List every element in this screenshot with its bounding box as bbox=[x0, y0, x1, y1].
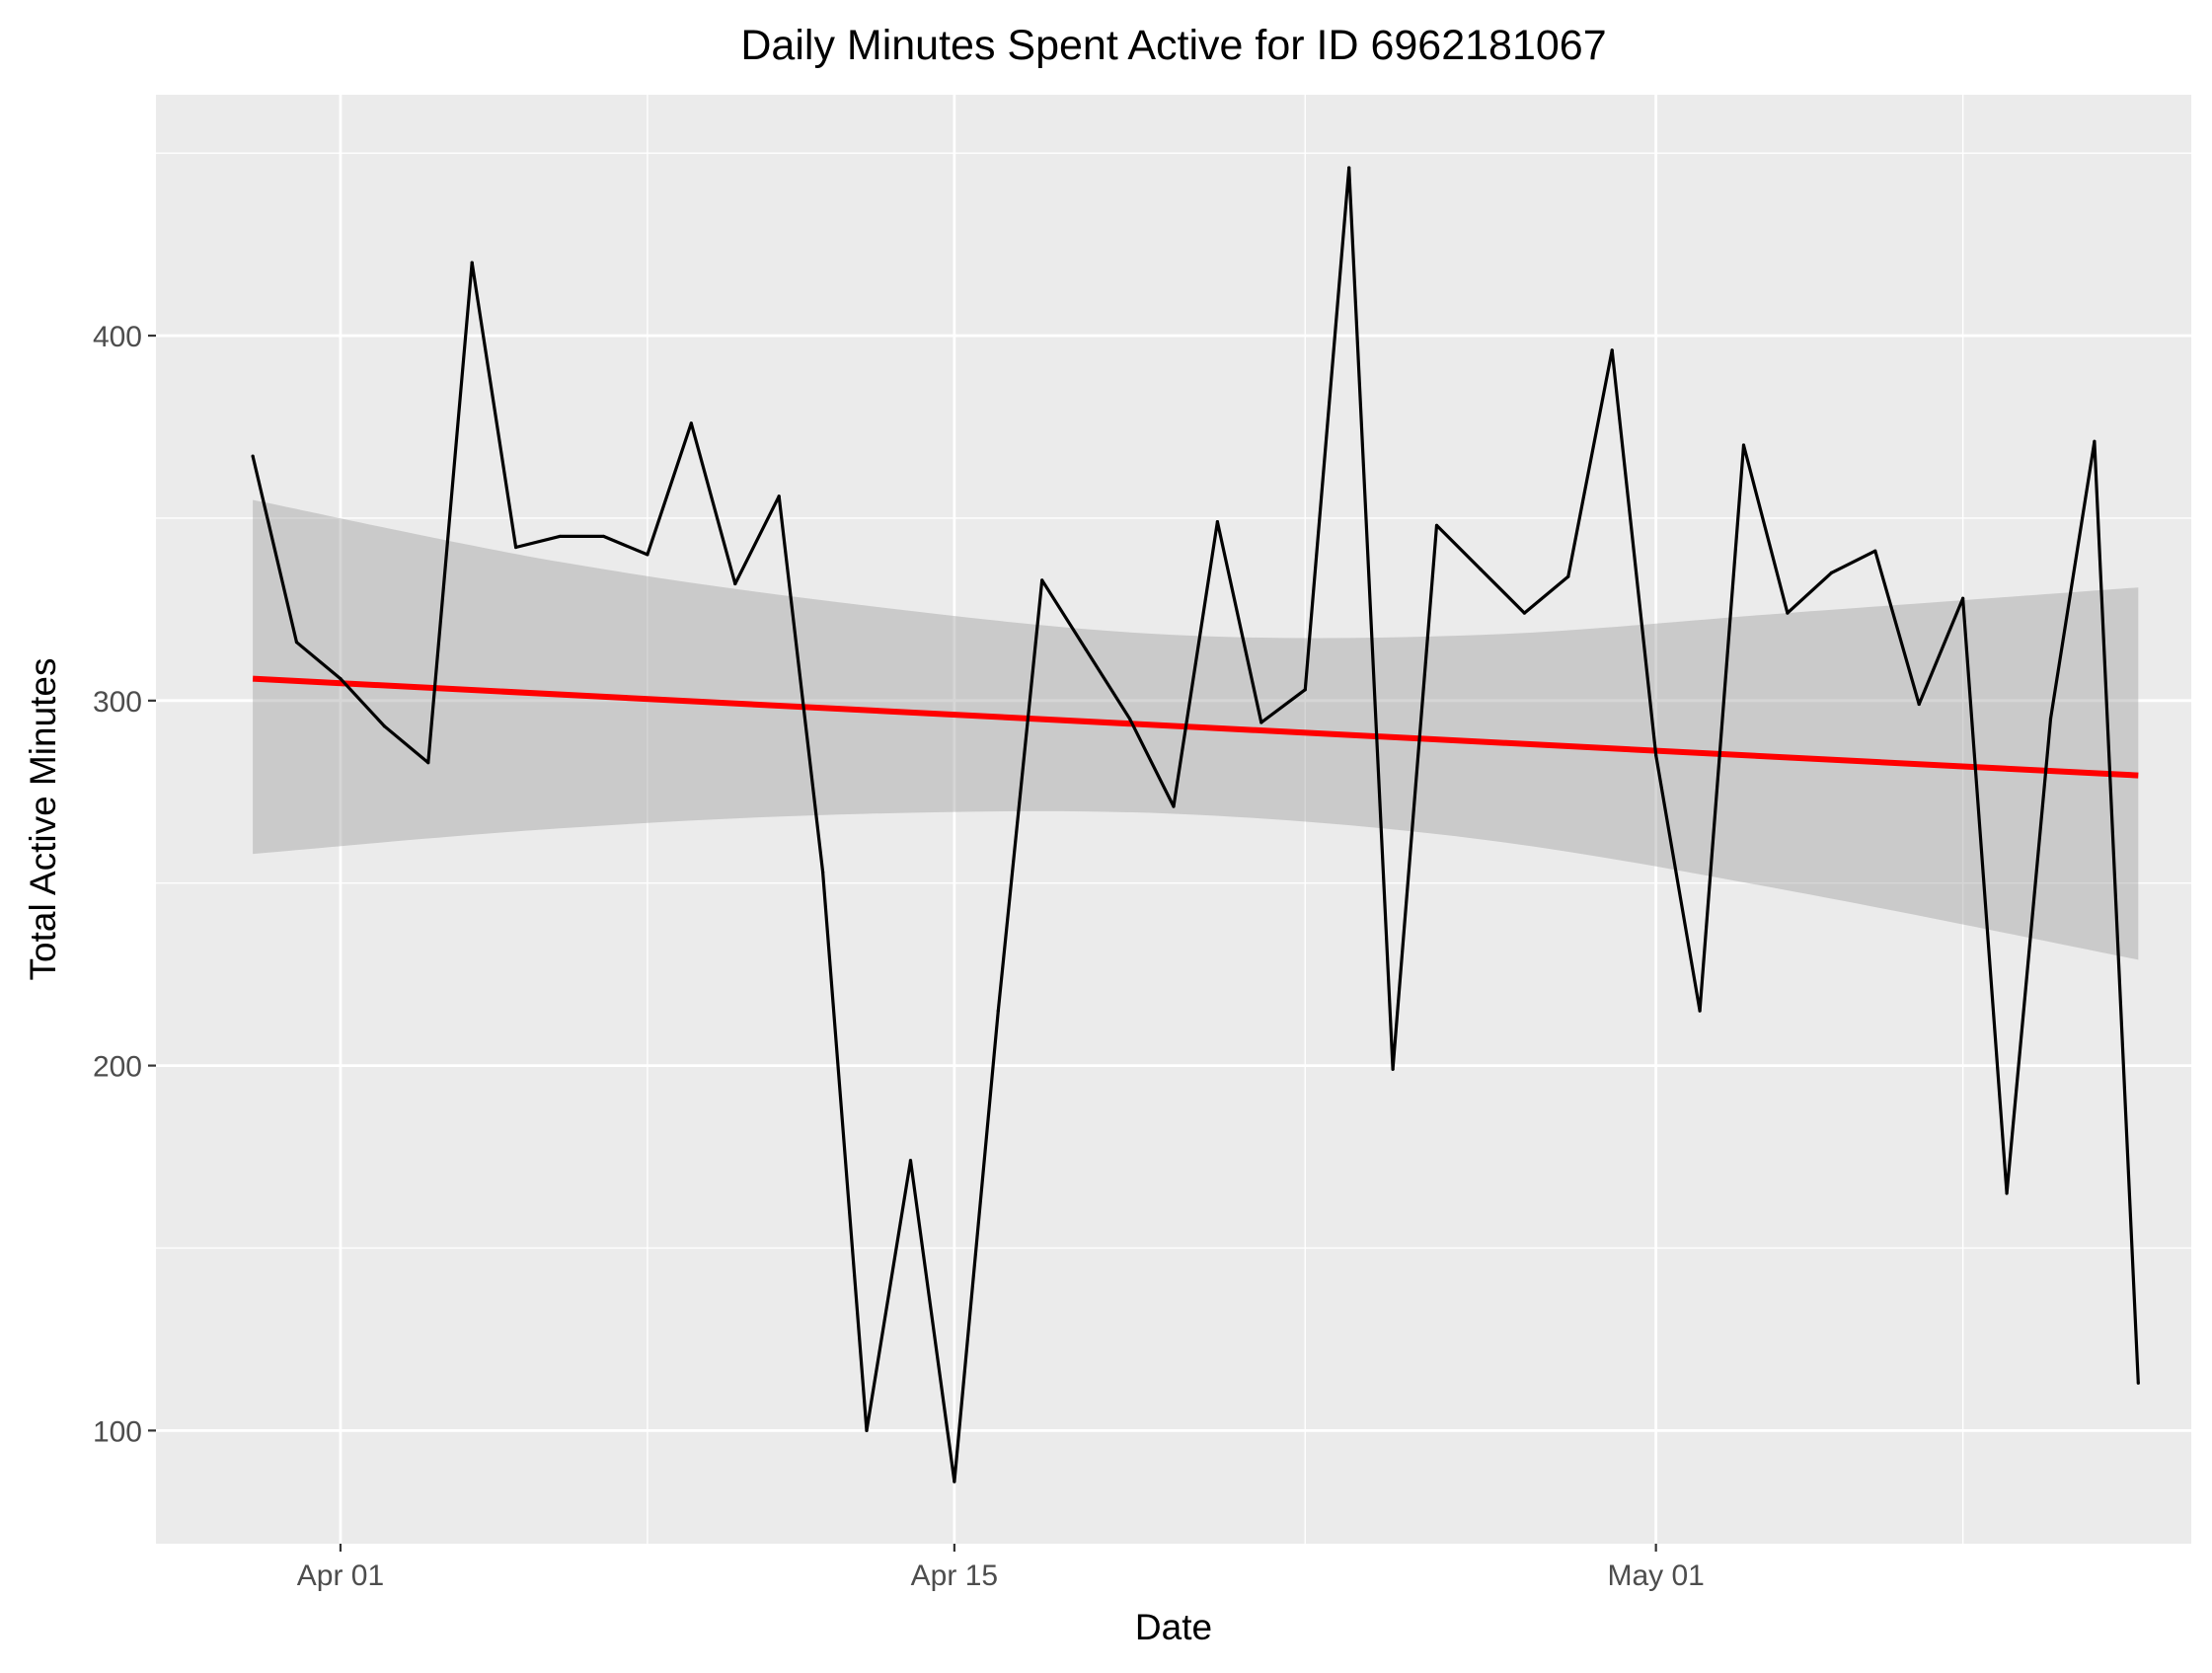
data-point bbox=[1434, 523, 1439, 527]
data-point bbox=[1786, 611, 1790, 615]
data-point bbox=[733, 581, 737, 586]
data-point bbox=[339, 677, 343, 681]
data-point bbox=[2005, 1191, 2009, 1195]
y-axis: 100 200 300 400 bbox=[93, 321, 156, 1448]
data-point bbox=[1917, 702, 1921, 707]
data-point bbox=[1829, 570, 1833, 575]
x-tick-label: Apr 01 bbox=[297, 1559, 384, 1592]
major-gridlines bbox=[156, 95, 2191, 1544]
data-point bbox=[470, 261, 474, 265]
data-points bbox=[251, 166, 2140, 1483]
data-point bbox=[558, 534, 562, 539]
data-point bbox=[646, 553, 649, 557]
y-tick-label: 300 bbox=[93, 686, 142, 719]
data-point bbox=[1961, 596, 1965, 600]
data-point bbox=[294, 641, 299, 645]
trend-line bbox=[252, 675, 2139, 779]
data-point bbox=[1347, 166, 1351, 170]
data-point bbox=[821, 871, 825, 875]
chart-title: Daily Minutes Spent Active for ID 696218… bbox=[740, 22, 1606, 69]
data-point bbox=[1479, 568, 1483, 571]
data-point bbox=[1303, 688, 1307, 692]
y-tick-label: 200 bbox=[93, 1051, 142, 1084]
data-point bbox=[251, 454, 255, 458]
y-axis-title: Total Active Minutes bbox=[23, 658, 63, 981]
x-tick-label: May 01 bbox=[1607, 1559, 1704, 1592]
y-tick-label: 100 bbox=[93, 1415, 142, 1448]
y-tick-label: 400 bbox=[93, 321, 142, 353]
data-point bbox=[865, 1428, 869, 1432]
data-point bbox=[996, 1009, 1000, 1013]
data-point bbox=[1654, 753, 1658, 757]
data-point bbox=[1873, 549, 1877, 553]
data-point bbox=[2093, 439, 2097, 443]
data-point bbox=[1741, 443, 1746, 447]
x-axis: Apr 01 Apr 15 May 01 bbox=[297, 1544, 1705, 1592]
data-point bbox=[953, 1480, 956, 1483]
data-point bbox=[1522, 611, 1526, 615]
data-point bbox=[1040, 578, 1044, 582]
x-tick-label: Apr 15 bbox=[911, 1559, 998, 1592]
data-point bbox=[2048, 717, 2053, 721]
data-point bbox=[1391, 1067, 1395, 1071]
active-minutes-line bbox=[251, 166, 2140, 1483]
data-point bbox=[908, 1159, 913, 1163]
data-point bbox=[1172, 804, 1176, 808]
data-point bbox=[1084, 647, 1088, 651]
data-point bbox=[1698, 1009, 1702, 1013]
data-point bbox=[1215, 520, 1220, 524]
data-point bbox=[382, 724, 386, 728]
data-point bbox=[514, 545, 518, 550]
data-point bbox=[1259, 721, 1263, 724]
data-point bbox=[689, 421, 693, 425]
x-axis-title: Date bbox=[1135, 1607, 1212, 1647]
data-point bbox=[777, 494, 781, 498]
data-point bbox=[2136, 1381, 2140, 1385]
data-point bbox=[1566, 574, 1570, 578]
data-point bbox=[426, 761, 430, 765]
data-point bbox=[1610, 348, 1614, 352]
data-point bbox=[1127, 717, 1132, 721]
data-point bbox=[601, 534, 606, 539]
